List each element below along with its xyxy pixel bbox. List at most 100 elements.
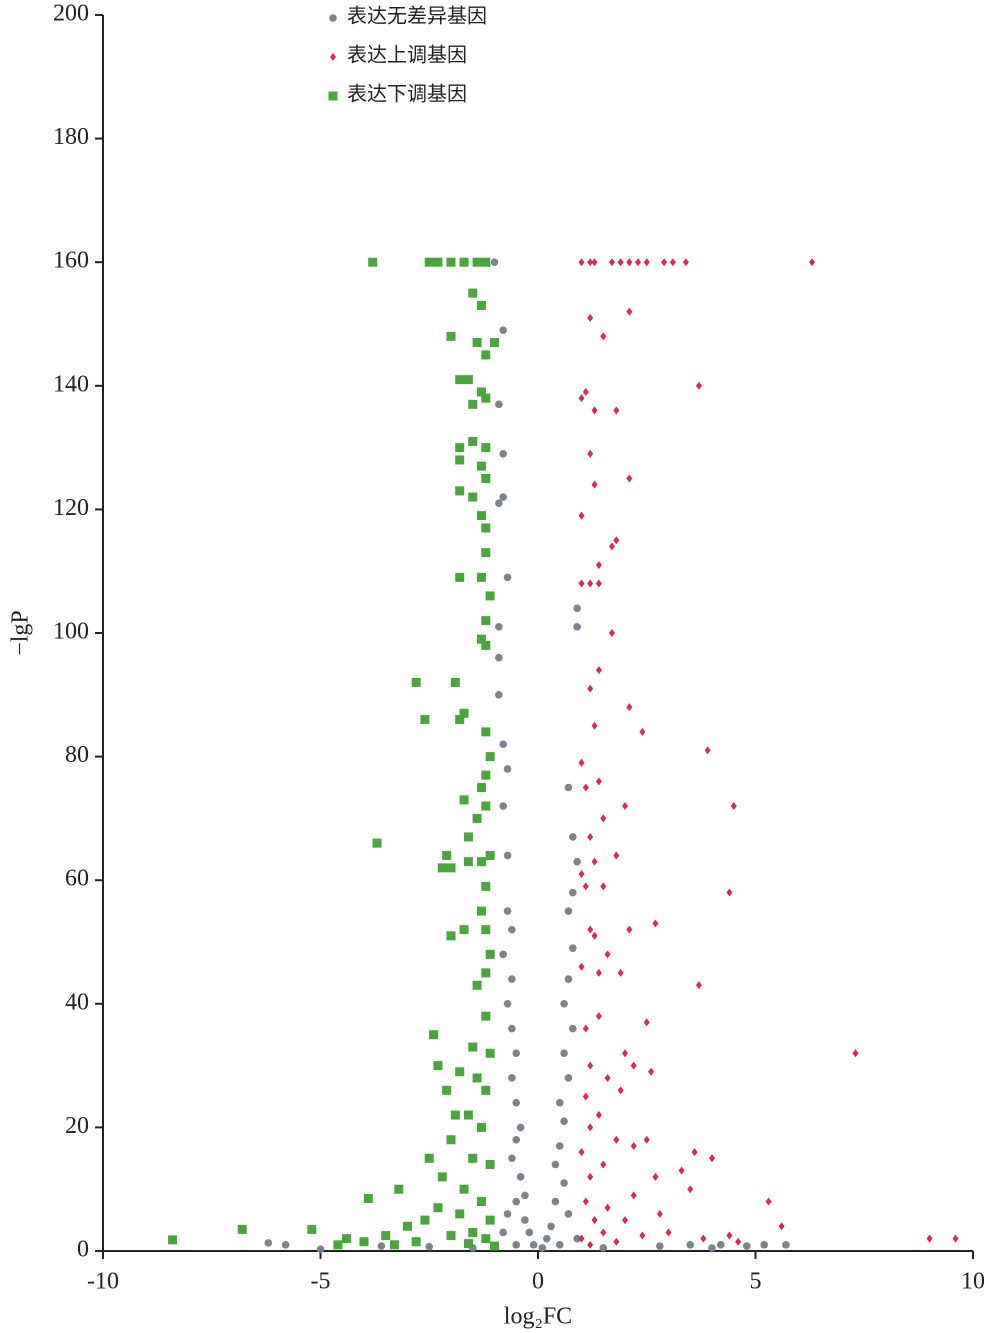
x-tick-label: 0 xyxy=(532,1269,544,1295)
point xyxy=(264,1239,273,1247)
point xyxy=(481,925,491,935)
point xyxy=(551,1197,560,1206)
point xyxy=(503,1000,512,1008)
point xyxy=(472,338,482,348)
point xyxy=(656,1242,664,1250)
point xyxy=(446,863,456,873)
point xyxy=(687,1185,694,1194)
point xyxy=(481,1085,491,1095)
y-tick-label: 120 xyxy=(53,495,89,521)
point xyxy=(578,1148,585,1157)
point xyxy=(459,708,469,718)
point xyxy=(420,715,430,725)
point xyxy=(411,1237,421,1247)
point xyxy=(665,1228,672,1237)
point xyxy=(952,1234,959,1243)
point xyxy=(578,579,585,588)
point xyxy=(578,258,585,267)
point xyxy=(573,604,581,613)
point xyxy=(499,740,508,749)
point xyxy=(622,802,628,811)
point xyxy=(463,832,473,842)
point xyxy=(595,777,602,786)
point xyxy=(604,1073,611,1082)
point xyxy=(582,882,589,891)
point xyxy=(476,572,486,582)
point xyxy=(455,1209,465,1219)
point xyxy=(381,1231,391,1241)
point xyxy=(468,436,478,446)
point xyxy=(521,1216,529,1224)
point xyxy=(468,288,478,298)
point xyxy=(425,1242,434,1251)
point xyxy=(600,882,607,891)
point xyxy=(652,919,659,928)
point xyxy=(547,1222,555,1231)
point xyxy=(442,850,452,860)
point xyxy=(630,1191,637,1200)
point xyxy=(481,968,491,978)
point xyxy=(333,1240,343,1250)
point xyxy=(420,1215,430,1225)
point xyxy=(735,1237,742,1246)
point xyxy=(476,300,486,310)
point xyxy=(730,802,737,811)
point xyxy=(168,1235,178,1245)
y-tick-label: 20 xyxy=(65,1113,89,1139)
point xyxy=(481,881,491,891)
point xyxy=(442,1085,452,1095)
point xyxy=(617,968,624,977)
point xyxy=(472,1073,482,1083)
point xyxy=(433,1203,443,1213)
point xyxy=(700,1234,707,1243)
point xyxy=(433,257,443,267)
point xyxy=(316,1245,325,1253)
point xyxy=(564,975,573,983)
point xyxy=(455,375,465,385)
point xyxy=(926,1234,933,1243)
point xyxy=(595,666,602,675)
point xyxy=(778,1222,785,1231)
point xyxy=(459,1184,469,1194)
point xyxy=(686,1241,695,1249)
point xyxy=(485,752,495,762)
point xyxy=(503,851,512,860)
point xyxy=(555,1241,564,1249)
point xyxy=(512,1197,521,1206)
point xyxy=(564,1074,573,1082)
point xyxy=(709,1154,715,1163)
point xyxy=(472,813,482,823)
point xyxy=(424,1153,434,1163)
point xyxy=(595,561,602,570)
point xyxy=(582,387,589,396)
point xyxy=(595,1012,602,1021)
point xyxy=(591,857,598,866)
point xyxy=(560,1179,568,1187)
point xyxy=(476,634,486,644)
point xyxy=(481,548,491,558)
point xyxy=(446,1135,456,1145)
point xyxy=(481,801,491,811)
point xyxy=(591,480,598,489)
point xyxy=(617,258,624,267)
point xyxy=(455,715,465,725)
point xyxy=(512,1098,521,1107)
point xyxy=(437,1172,447,1182)
legend-label: 表达下调基因 xyxy=(347,83,467,106)
point xyxy=(743,1242,751,1250)
y-tick-label: 180 xyxy=(53,124,89,150)
point xyxy=(446,257,456,267)
point xyxy=(591,931,598,940)
point xyxy=(485,1048,495,1058)
point xyxy=(613,1135,620,1144)
y-tick-label: 80 xyxy=(65,742,89,768)
legend-marker xyxy=(330,53,336,61)
point xyxy=(630,1141,637,1150)
point xyxy=(661,258,668,267)
point xyxy=(481,727,491,737)
point xyxy=(560,1117,568,1126)
point xyxy=(481,257,491,267)
point xyxy=(307,1224,317,1234)
y-tick-label: 100 xyxy=(53,619,89,645)
point xyxy=(630,1061,637,1070)
